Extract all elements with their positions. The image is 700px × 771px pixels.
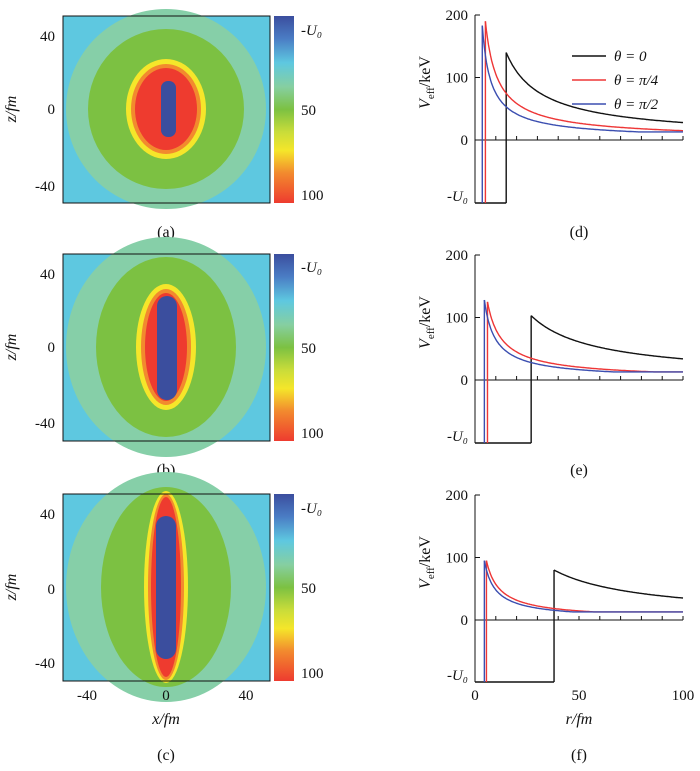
map-ytick: 0: [48, 102, 56, 118]
y-axis-label: Veff/keV: [417, 296, 437, 349]
y-tick-label: 100: [446, 551, 469, 567]
x-axis-label: r/fm: [566, 711, 593, 728]
colorbar: [274, 16, 294, 203]
colorbar-label: 100: [301, 188, 324, 204]
map-ylabel: z/fm: [3, 334, 20, 362]
y-tick-label: 200: [446, 248, 469, 264]
series-line: [530, 315, 683, 360]
map-ytick: 40: [40, 507, 55, 523]
series-line: [505, 52, 684, 124]
legend-label: θ = 0: [614, 49, 647, 65]
map-ytick: 0: [48, 582, 56, 598]
map-rod: [161, 81, 176, 137]
y-tick-label-u0: -U₀: [447, 429, 468, 445]
panel-caption: (e): [570, 462, 588, 479]
map-rod: [157, 296, 177, 400]
map-ytick: -40: [35, 656, 55, 672]
map-ylabel: z/fm: [3, 96, 20, 124]
x-tick-label: 100: [672, 688, 695, 704]
map-panel-c: 40 0 -40 -40 0 40 x/fm z/fm (c) -U₀ 50 1…: [3, 472, 324, 764]
map-panel-b: 40 0 -40 z/fm (b) -U₀ 50 100: [3, 237, 324, 479]
legend-label: θ = π/2: [614, 97, 659, 113]
map-xlabel: x/fm: [151, 711, 180, 728]
map-ylabel: z/fm: [3, 574, 20, 602]
map-frame: [62, 493, 271, 682]
colorbar: [274, 254, 294, 441]
colorbar: [274, 494, 294, 681]
colorbar-label: 100: [301, 426, 324, 442]
y-tick-label-u0: -U₀: [447, 668, 468, 684]
y-tick-label-u0: -U₀: [447, 189, 468, 205]
map-xtick: -40: [77, 688, 97, 704]
legend-label: θ = π/4: [614, 73, 659, 89]
map-ytick: 40: [40, 29, 55, 45]
map-ytick: -40: [35, 416, 55, 432]
panel-caption: (f): [571, 747, 587, 764]
series-line: [481, 25, 683, 133]
line-chart-panel: 200 100 0 -U₀ Veff/keV (d) θ = 0 θ = π/4 θ = π/2: [417, 8, 684, 241]
colorbar-label: -U₀: [301, 260, 322, 276]
y-tick-label: 100: [446, 311, 469, 327]
map-xtick: 40: [239, 688, 254, 704]
map-rod: [156, 516, 176, 659]
map-xtick: 0: [162, 688, 170, 704]
series-line: [486, 301, 683, 373]
series-line: [483, 299, 683, 373]
x-tick-label: 0: [471, 688, 479, 704]
map-panel-a: 40 0 -40 z/fm (a) -U₀ 50 100: [3, 9, 324, 241]
y-tick-label: 200: [446, 488, 469, 504]
map-ytick: 0: [48, 340, 56, 356]
colorbar-label: 50: [301, 581, 316, 597]
series-line: [553, 569, 684, 599]
panel-caption: (d): [570, 224, 589, 241]
line-chart-panel: 200 100 0 -U₀ Veff/keV (e): [417, 248, 684, 479]
colorbar-label: -U₀: [301, 23, 322, 39]
series-line: [483, 560, 683, 613]
y-tick-label: 200: [446, 8, 469, 24]
map-ytick: -40: [35, 179, 55, 195]
y-tick-label: 0: [461, 133, 469, 149]
colorbar-label: -U₀: [301, 501, 322, 517]
series-line: [485, 560, 683, 613]
map-frame: [62, 15, 271, 204]
y-axis-label: Veff/keV: [417, 536, 437, 589]
map-caption: (a): [157, 224, 175, 241]
colorbar-label: 50: [301, 341, 316, 357]
y-tick-label: 0: [461, 373, 469, 389]
y-axis-label: Veff/keV: [417, 56, 437, 109]
colorbar-label: 100: [301, 666, 324, 682]
map-caption: (c): [157, 747, 175, 764]
y-tick-label: 0: [461, 613, 469, 629]
colorbar-label: 50: [301, 103, 316, 119]
y-tick-label: 100: [446, 71, 469, 87]
map-frame: [62, 253, 271, 442]
series-line: [484, 21, 683, 132]
map-ytick: 40: [40, 267, 55, 283]
x-tick-label: 50: [572, 688, 587, 704]
